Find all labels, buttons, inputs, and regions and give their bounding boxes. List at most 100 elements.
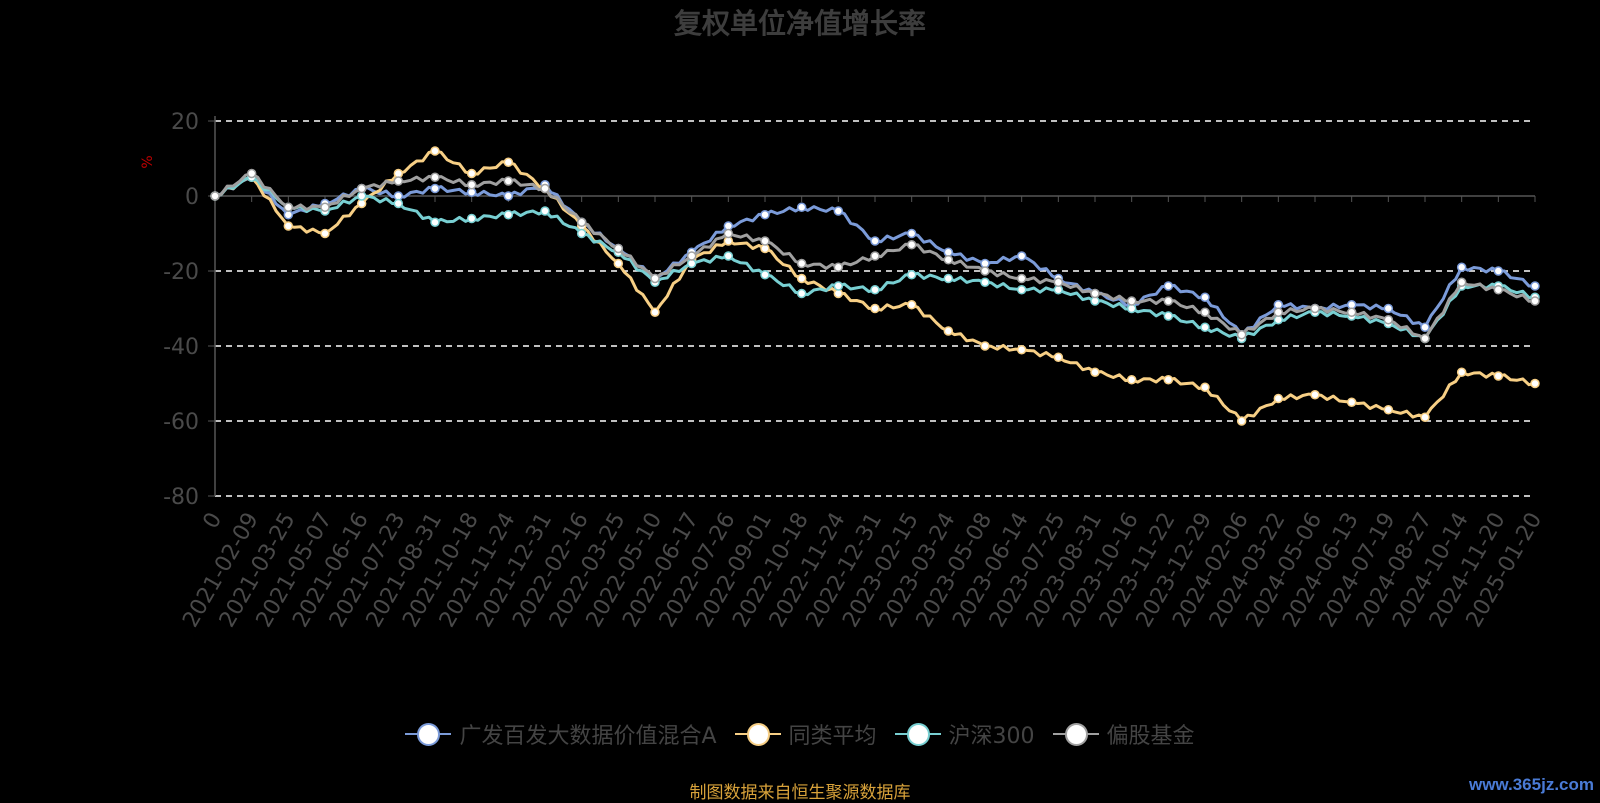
data-point <box>1383 303 1394 314</box>
data-point <box>540 206 550 216</box>
data-point <box>1090 367 1100 377</box>
data-point <box>1200 322 1210 332</box>
data-point <box>1383 315 1394 325</box>
data-point <box>906 240 917 250</box>
data-point <box>1420 333 1430 344</box>
line-chart: 02021-02-092021-03-252021-05-072021-06-1… <box>140 110 1547 632</box>
data-point <box>320 202 330 212</box>
data-point <box>466 213 477 224</box>
y-tick-label: -60 <box>163 410 199 435</box>
y-tick-label: -20 <box>163 260 199 285</box>
data-point <box>1090 288 1100 299</box>
data-point <box>980 277 990 287</box>
y-tick-label: -40 <box>163 335 199 360</box>
data-point <box>1016 251 1027 261</box>
data-point <box>283 221 294 231</box>
legend-item[interactable]: 同类平均 <box>734 718 877 750</box>
data-point <box>870 285 880 295</box>
data-point <box>906 300 917 310</box>
data-point <box>1200 307 1210 317</box>
data-point <box>1493 285 1504 295</box>
data-point <box>1346 307 1357 317</box>
data-point <box>1530 378 1540 389</box>
data-point <box>393 176 404 186</box>
data-point <box>466 168 477 179</box>
data-point <box>1456 277 1467 287</box>
y-tick-label: -80 <box>163 485 199 510</box>
data-point <box>320 228 330 239</box>
data-point <box>210 191 220 201</box>
data-point <box>1346 397 1357 407</box>
data-point <box>870 236 880 246</box>
chart-title: 复权单位净值增长率 <box>673 7 926 40</box>
data-point <box>1530 281 1540 291</box>
data-point <box>980 266 990 276</box>
data-point <box>1493 371 1504 381</box>
legend-label: 偏股基金 <box>1106 724 1195 749</box>
data-point <box>870 303 880 314</box>
legend-item[interactable]: 广发百发大数据价值混合A <box>405 718 717 750</box>
y-tick-labels: 20 0 -20 -40 -60 -80 <box>163 110 199 510</box>
data-point <box>796 258 807 269</box>
data-point <box>576 217 587 227</box>
data-point <box>1310 303 1320 314</box>
x-tick-label: 0 <box>199 509 228 534</box>
data-point <box>833 262 844 272</box>
data-point <box>613 258 624 269</box>
data-point <box>1200 382 1210 392</box>
data-point <box>1310 390 1320 400</box>
data-point <box>833 281 844 291</box>
data-point <box>1383 405 1394 415</box>
axes <box>208 116 1536 497</box>
data-point <box>430 172 440 182</box>
data-point <box>723 228 734 239</box>
data-point <box>1273 307 1284 317</box>
data-point <box>1456 262 1467 272</box>
series-1 <box>210 146 1540 426</box>
data-point <box>1456 367 1467 377</box>
y-tick-label: 0 <box>185 185 199 210</box>
data-point <box>503 191 514 201</box>
legend-marker-icon <box>1052 722 1099 746</box>
data-point <box>246 168 257 179</box>
data-point <box>906 228 917 239</box>
data-point <box>283 202 294 212</box>
data-point <box>1420 412 1430 422</box>
data-point <box>613 243 624 254</box>
data-point <box>503 176 514 186</box>
data-point <box>1016 285 1027 295</box>
data-point <box>1126 296 1137 306</box>
legend: 广发百发大数据价值混合A 同类平均 沪深300 偏股基金 <box>0 718 1600 750</box>
legend-item[interactable]: 沪深300 <box>894 718 1035 750</box>
data-point <box>1493 266 1504 276</box>
data-point <box>943 273 954 284</box>
data-point <box>650 307 660 317</box>
data-point <box>393 198 404 209</box>
data-point <box>870 251 880 261</box>
legend-marker-icon <box>894 722 941 746</box>
data-point <box>943 326 954 336</box>
data-source-note: 制图数据来自恒生聚源数据库 <box>689 783 911 803</box>
data-point <box>1236 330 1247 340</box>
y-tick-label: 20 <box>171 110 199 135</box>
legend-marker-icon <box>734 722 781 746</box>
data-point <box>760 236 770 246</box>
data-point <box>1163 296 1174 306</box>
data-point <box>1200 292 1210 302</box>
legend-marker-icon <box>405 722 452 746</box>
data-point <box>760 210 770 220</box>
data-point <box>1530 296 1540 306</box>
data-point <box>1163 281 1174 291</box>
legend-label: 广发百发大数据价值混合A <box>459 724 717 749</box>
x-tick-labels: 02021-02-092021-03-252021-05-072021-06-1… <box>178 508 1547 631</box>
watermark: www.365jz.com <box>1468 775 1594 794</box>
data-point <box>906 270 917 280</box>
legend-label: 同类平均 <box>788 724 877 749</box>
data-point <box>1420 322 1430 332</box>
series-lines <box>210 146 1540 426</box>
data-point <box>1163 311 1174 321</box>
legend-item[interactable]: 偏股基金 <box>1052 718 1195 750</box>
data-point <box>540 183 550 194</box>
legend-label: 沪深300 <box>948 724 1035 749</box>
data-point <box>723 251 734 261</box>
